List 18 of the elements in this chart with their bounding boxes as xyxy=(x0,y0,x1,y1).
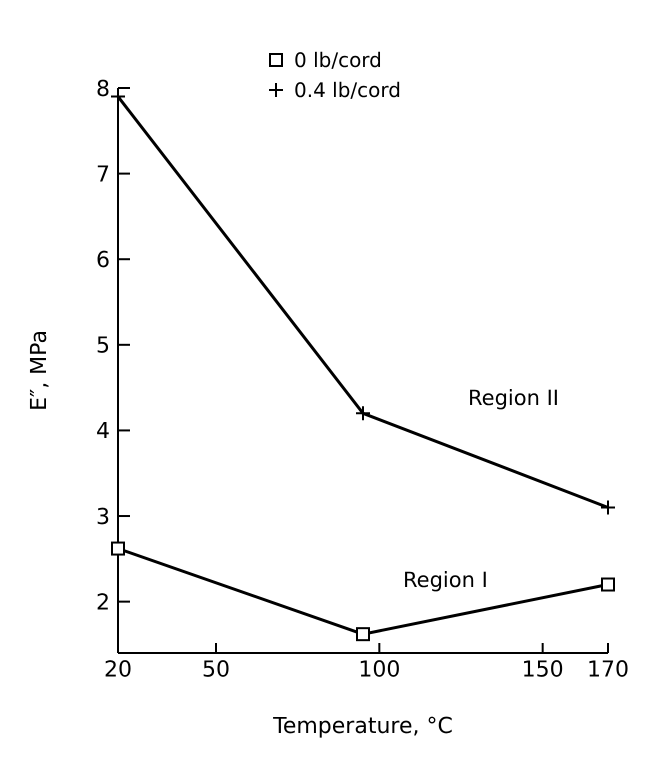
y-tick-label: 6 xyxy=(96,248,110,274)
annotation: Region I xyxy=(403,568,488,592)
y-axis-title: E″, MPa xyxy=(26,330,52,411)
annotation: Region II xyxy=(468,386,559,410)
y-tick-label: 7 xyxy=(96,162,110,188)
x-tick-label: 50 xyxy=(202,658,230,683)
y-tick-label: 3 xyxy=(96,504,110,530)
y-tick-label: 2 xyxy=(96,590,110,616)
y-tick-label: 8 xyxy=(96,76,110,102)
y-tick-label: 5 xyxy=(96,334,110,359)
x-tick-label: 150 xyxy=(522,658,564,683)
y-tick-label: 4 xyxy=(96,419,110,444)
x-tick-label: 170 xyxy=(587,658,629,683)
x-tick-label: 20 xyxy=(104,658,132,683)
x-axis-title: Temperature, °C xyxy=(272,714,453,739)
legend-label: 0 lb/cord xyxy=(294,48,382,72)
legend-label: 0.4 lb/cord xyxy=(294,78,401,102)
x-tick-label: 100 xyxy=(358,658,400,683)
